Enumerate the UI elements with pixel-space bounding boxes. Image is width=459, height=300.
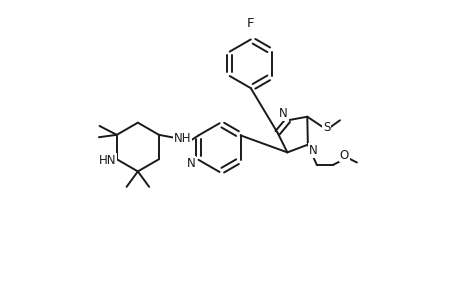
Text: N: N: [308, 144, 317, 157]
Text: NH: NH: [174, 132, 191, 145]
Text: O: O: [339, 148, 348, 162]
Text: F: F: [246, 16, 254, 30]
Text: HN: HN: [98, 154, 116, 167]
Text: N: N: [186, 157, 195, 170]
Text: S: S: [322, 121, 330, 134]
Text: N: N: [279, 107, 287, 120]
